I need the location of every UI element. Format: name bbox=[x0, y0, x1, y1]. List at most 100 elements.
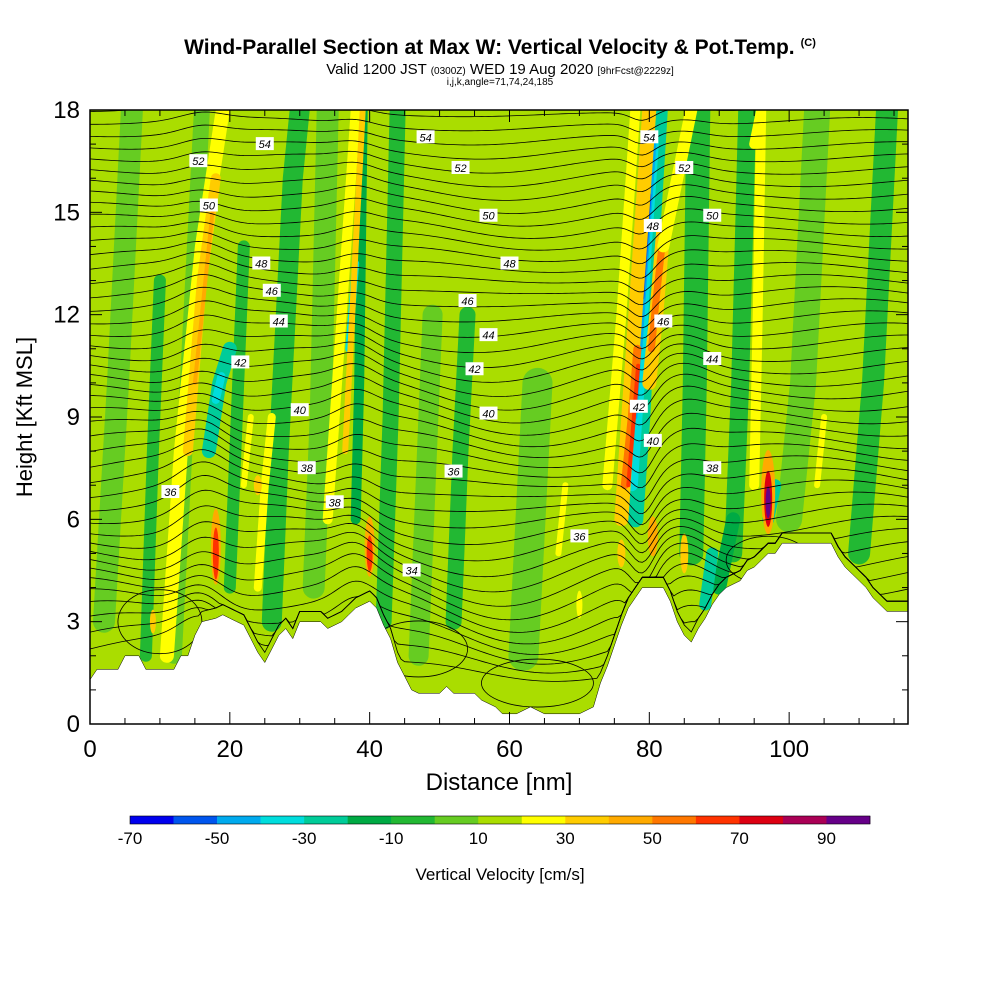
colorbar-swatch bbox=[652, 816, 697, 824]
velocity-cell bbox=[617, 539, 626, 568]
x-tick-label: 100 bbox=[769, 736, 809, 763]
isentrope-line bbox=[90, 385, 908, 436]
y-tick-label: 12 bbox=[53, 302, 80, 329]
isentrope-label-bg bbox=[451, 160, 470, 174]
isentrope-line bbox=[90, 87, 908, 108]
terrain bbox=[89, 542, 909, 725]
isentrope-label-bg bbox=[458, 294, 477, 308]
velocity-band bbox=[814, 414, 828, 489]
velocity-band bbox=[375, 110, 406, 630]
isentrope-label: 48 bbox=[647, 221, 660, 233]
isentrope-label: 54 bbox=[259, 139, 271, 151]
isentrope-label: 34 bbox=[405, 566, 417, 578]
isentrope-line bbox=[90, 428, 908, 489]
isentrope-label: 42 bbox=[633, 402, 645, 414]
isentrope-label-bg bbox=[325, 495, 344, 509]
velocity-cell bbox=[680, 533, 689, 574]
isentrope-line bbox=[90, 286, 908, 329]
isentrope-label: 52 bbox=[454, 163, 466, 175]
isentrope-line bbox=[90, 398, 908, 448]
isentrope-label: 44 bbox=[273, 316, 285, 328]
colorbar-swatch bbox=[130, 816, 174, 824]
isentrope-line bbox=[90, 221, 908, 251]
isentrope-label: 42 bbox=[468, 364, 480, 376]
x-tick-label: 40 bbox=[356, 736, 383, 763]
colorbar-label: Vertical Velocity [cm/s] bbox=[415, 865, 584, 884]
velocity-band bbox=[776, 110, 831, 533]
velocity-band bbox=[620, 344, 642, 490]
colorbar-swatch bbox=[347, 816, 392, 824]
isentrope-label: 44 bbox=[482, 330, 494, 342]
isentrope-line bbox=[90, 196, 908, 227]
isentrope-label-bg bbox=[640, 130, 659, 144]
isentrope-line bbox=[90, 449, 908, 515]
isentrope-label: 36 bbox=[447, 467, 460, 479]
colorbar-tick-label: 30 bbox=[556, 829, 575, 848]
isentrope-line bbox=[90, 373, 908, 424]
colorbar-swatch bbox=[565, 816, 610, 824]
isentrope-line bbox=[90, 351, 908, 397]
colorbar-tick-label: 70 bbox=[730, 829, 749, 848]
isentrope-line bbox=[90, 314, 908, 354]
isentrope-line bbox=[90, 489, 908, 545]
velocity-band bbox=[223, 240, 250, 594]
isentrope-label-bg bbox=[297, 461, 316, 475]
isentrope-label: 48 bbox=[503, 259, 516, 271]
isentrope-line bbox=[90, 241, 908, 279]
isentrope-label-bg bbox=[290, 403, 309, 417]
isentrope-label: 38 bbox=[706, 463, 719, 475]
velocity-cell bbox=[149, 609, 156, 634]
isentrope-label-bg bbox=[199, 198, 218, 212]
isentrope-label: 46 bbox=[657, 316, 670, 328]
isentrope-label-bg bbox=[654, 314, 673, 328]
velocity-band bbox=[508, 367, 553, 671]
isentrope-label: 46 bbox=[266, 286, 279, 298]
velocity-cell bbox=[765, 486, 771, 519]
colorbar-swatch bbox=[173, 816, 218, 824]
isentrope-label: 52 bbox=[678, 163, 690, 175]
isentrope-line bbox=[90, 262, 908, 306]
chart-title: Wind-Parallel Section at Max W: Vertical… bbox=[184, 36, 816, 59]
isentrope-label-bg bbox=[570, 529, 589, 543]
colorbar-tick-label: -10 bbox=[379, 829, 404, 848]
x-tick-label: 80 bbox=[636, 736, 663, 763]
y-tick-label: 18 bbox=[53, 97, 80, 124]
x-tick-label: 20 bbox=[216, 736, 243, 763]
isentrope-label-bg bbox=[402, 563, 421, 577]
isentrope-label: 46 bbox=[461, 296, 474, 308]
colorbar-swatch bbox=[391, 816, 436, 824]
isentrope-label: 50 bbox=[203, 201, 216, 213]
isentrope-label-bg bbox=[479, 328, 498, 342]
isentrope-line bbox=[90, 521, 908, 578]
isentrope-label-bg bbox=[416, 130, 435, 144]
valid-time: Valid 1200 JST bbox=[326, 61, 427, 78]
isentrope-label-bg bbox=[479, 208, 498, 222]
x-tick-label: 60 bbox=[496, 736, 523, 763]
isentrope-label-bg bbox=[252, 256, 271, 270]
velocity-band bbox=[699, 547, 719, 611]
colorbar-swatch bbox=[304, 816, 348, 824]
velocity-band bbox=[240, 414, 254, 489]
isentrope-line bbox=[90, 419, 908, 474]
colorbar-tick-label: -30 bbox=[292, 829, 317, 848]
y-tick-label: 15 bbox=[53, 199, 80, 226]
isentrope-line bbox=[90, 150, 908, 174]
isentrope-line bbox=[90, 231, 908, 265]
isentrope-line bbox=[90, 505, 908, 562]
colorbar-swatch bbox=[217, 816, 261, 824]
isentrope-line bbox=[90, 461, 908, 526]
isentrope-line bbox=[90, 110, 752, 121]
colorbar-tick-label: -70 bbox=[118, 829, 143, 848]
isentrope-line bbox=[90, 362, 908, 411]
isentrope-line bbox=[90, 329, 908, 369]
isentrope-label: 40 bbox=[294, 405, 307, 417]
isentrope-label-bg bbox=[231, 355, 250, 369]
colorbar-swatch bbox=[478, 816, 523, 824]
colorbar-swatch bbox=[739, 816, 784, 824]
isentrope-line bbox=[90, 341, 908, 383]
isentrope-label-bg bbox=[269, 314, 288, 328]
velocity-cell bbox=[366, 535, 373, 572]
x-axis: 0 20 40 60 80 100 bbox=[83, 110, 895, 763]
isentrope-label: 50 bbox=[706, 211, 719, 223]
